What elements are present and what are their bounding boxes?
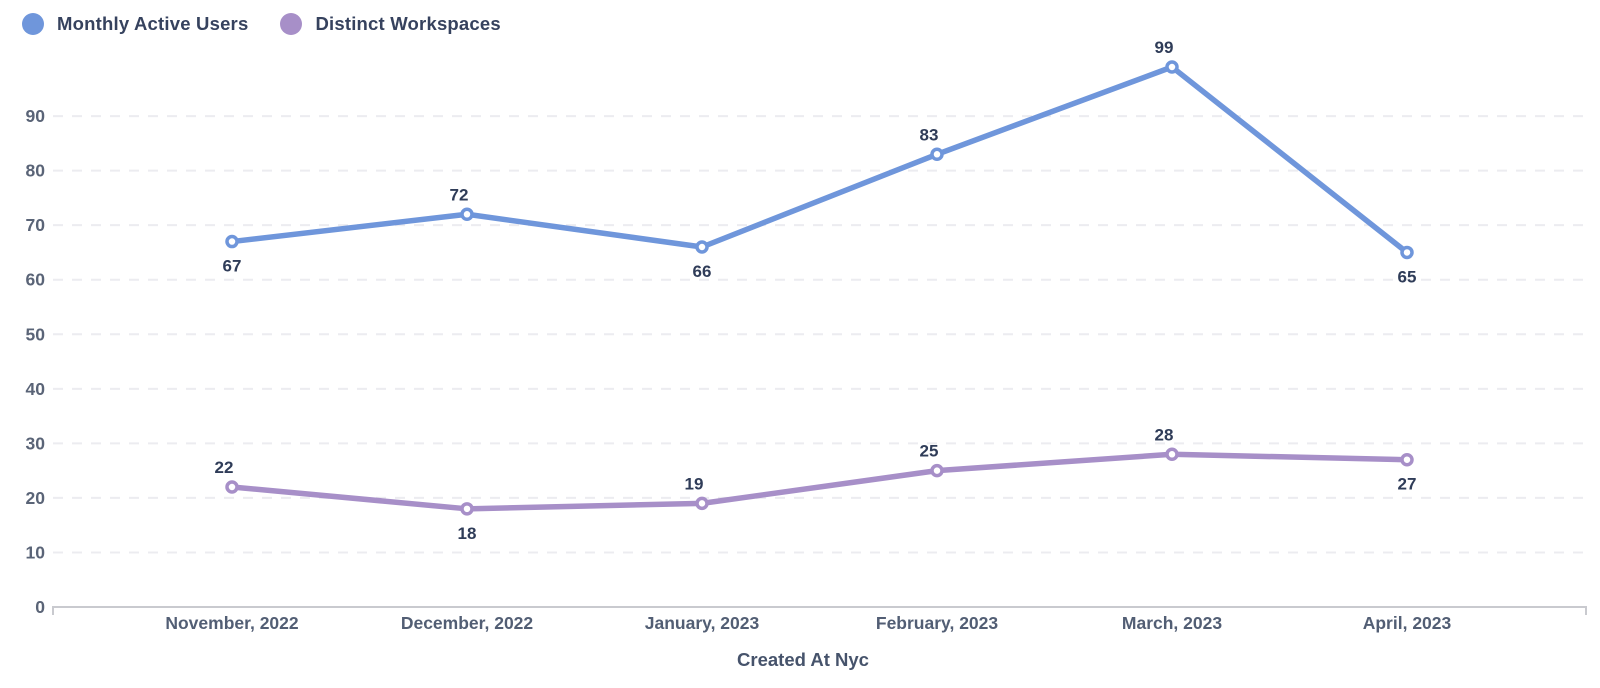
- data-point[interactable]: [460, 207, 474, 222]
- legend-label: Monthly Active Users: [57, 13, 249, 34]
- y-tick-label: 10: [26, 542, 46, 562]
- gridlines: [53, 115, 1586, 554]
- chart-legend: Monthly Active Users Distinct Workspaces: [22, 13, 501, 35]
- data-point[interactable]: [1400, 452, 1414, 467]
- x-axis: [52, 606, 1587, 615]
- data-point[interactable]: [225, 480, 239, 494]
- data-point[interactable]: [225, 234, 239, 249]
- x-tick-label: March, 2023: [1122, 613, 1222, 633]
- y-tick-label: 40: [26, 379, 46, 399]
- legend-item-monthly-active-users[interactable]: Monthly Active Users: [22, 13, 248, 35]
- y-tick-label: 60: [26, 270, 46, 290]
- series-lines: [225, 60, 1414, 516]
- data-point[interactable]: [1165, 60, 1179, 74]
- data-point[interactable]: [695, 240, 709, 254]
- data-point[interactable]: [1400, 245, 1414, 260]
- legend-swatch-icon: [280, 13, 303, 35]
- y-tick-label: 20: [26, 488, 46, 508]
- data-point[interactable]: [1165, 447, 1179, 462]
- data-point-label: 28: [1155, 425, 1174, 444]
- data-point-label: 65: [1398, 267, 1417, 286]
- x-axis-tick-labels: November, 2022 December, 2022 January, 202…: [165, 613, 1451, 633]
- data-point-label: 66: [693, 262, 712, 281]
- data-point-label: 19: [685, 474, 704, 493]
- y-tick-label: 70: [26, 215, 46, 235]
- data-point[interactable]: [930, 463, 944, 478]
- data-point-label: 67: [223, 257, 242, 276]
- series-line: [229, 64, 1410, 256]
- data-point-label: 99: [1155, 38, 1174, 57]
- x-tick-label: February, 2023: [876, 613, 999, 633]
- y-axis-tick-labels: 0 10 20 30 40 50 60 70 80 90: [26, 106, 46, 617]
- data-point[interactable]: [460, 502, 474, 516]
- x-tick-label: April, 2023: [1363, 613, 1452, 633]
- data-point-label: 25: [920, 442, 939, 461]
- data-point-label: 18: [458, 524, 477, 543]
- y-tick-label: 30: [26, 433, 46, 453]
- y-tick-label: 50: [26, 324, 46, 344]
- legend-item-distinct-workspaces[interactable]: Distinct Workspaces: [280, 13, 501, 35]
- x-tick-label: November, 2022: [165, 613, 299, 633]
- x-axis-title: Created At Nyc: [737, 649, 869, 670]
- x-tick-label: December, 2022: [401, 613, 534, 633]
- x-axis-line: [52, 606, 1587, 615]
- data-point-label: 72: [450, 185, 469, 204]
- data-point-label: 22: [215, 458, 234, 477]
- series-line: [229, 451, 1410, 512]
- y-tick-label: 80: [26, 161, 46, 181]
- data-point[interactable]: [695, 496, 709, 511]
- y-tick-label: 0: [35, 597, 45, 617]
- data-point-label: 27: [1398, 475, 1417, 494]
- legend-label: Distinct Workspaces: [315, 13, 501, 34]
- data-point-label: 83: [920, 125, 939, 144]
- y-tick-label: 90: [26, 106, 46, 126]
- data-point[interactable]: [930, 147, 944, 162]
- legend-swatch-icon: [22, 13, 44, 35]
- x-tick-label: January, 2023: [645, 613, 760, 633]
- data-point-labels: 67 72 66 83 99 65 22 18 19 25 28 27: [215, 38, 1417, 543]
